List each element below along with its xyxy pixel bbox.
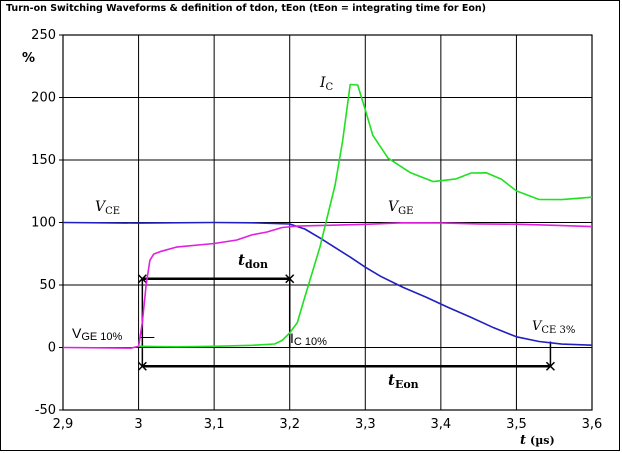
- y-tick-label: 50: [39, 278, 56, 293]
- ic10-label: IC 10%: [290, 330, 327, 348]
- y-tick-label: -50: [35, 403, 56, 418]
- series-line-vce: [62, 221, 593, 346]
- x-tick-label: 3,3: [355, 417, 376, 432]
- ic-label: IC: [319, 75, 334, 93]
- vge-label: VGE: [388, 199, 413, 217]
- y-tick-label: 100: [31, 216, 56, 231]
- time-markers: [137, 274, 555, 371]
- x-tick-labels: 2,9 3 3,1 3,2 3,3 3,4 3,5 3,6: [53, 417, 603, 432]
- y-tick-labels: -50 0 50 100 150 200 250: [31, 28, 56, 418]
- grid-lines: [59, 34, 593, 411]
- x-tick-label: 3,4: [431, 417, 452, 432]
- series-lines: [62, 83, 593, 349]
- vce-label: VCE: [95, 199, 120, 217]
- x-tick-label: 3,5: [506, 417, 527, 432]
- vge10-label: VGE 10%: [72, 325, 123, 343]
- y-tick-label: 0: [48, 341, 56, 356]
- vce3-label: VCE 3%: [532, 319, 575, 336]
- y-axis-label: %: [22, 51, 35, 66]
- chart-title: Turn-on Switching Waveforms & definition…: [6, 3, 486, 14]
- x-axis-label: t (µs): [520, 433, 555, 448]
- tdon-label: tdon: [238, 251, 268, 271]
- x-tick-label: 2,9: [53, 417, 74, 432]
- teon-label: tEon: [388, 371, 419, 391]
- y-tick-label: 250: [31, 28, 56, 43]
- series-line-ic: [138, 83, 593, 348]
- x-tick-label: 3,6: [582, 417, 603, 432]
- y-tick-label: 150: [31, 153, 56, 168]
- x-tick-label: 3: [134, 417, 142, 432]
- x-tick-label: 3,1: [204, 417, 225, 432]
- y-tick-label: 200: [31, 91, 56, 106]
- series-line-vge: [62, 222, 593, 349]
- x-tick-label: 3,2: [279, 417, 300, 432]
